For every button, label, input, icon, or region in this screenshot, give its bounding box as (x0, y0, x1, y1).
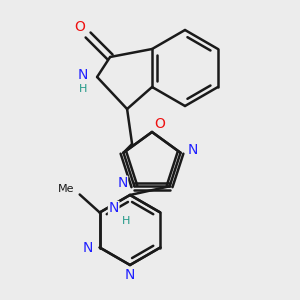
Text: N: N (125, 268, 135, 282)
Text: O: O (154, 117, 165, 131)
Text: N: N (187, 143, 198, 157)
Text: N: N (82, 241, 93, 254)
Text: Me: Me (57, 184, 74, 194)
Text: H: H (122, 215, 130, 226)
Text: N: N (109, 202, 119, 215)
Text: N: N (117, 176, 128, 190)
Text: N: N (78, 68, 88, 82)
Text: O: O (75, 20, 86, 34)
Text: H: H (79, 84, 87, 94)
